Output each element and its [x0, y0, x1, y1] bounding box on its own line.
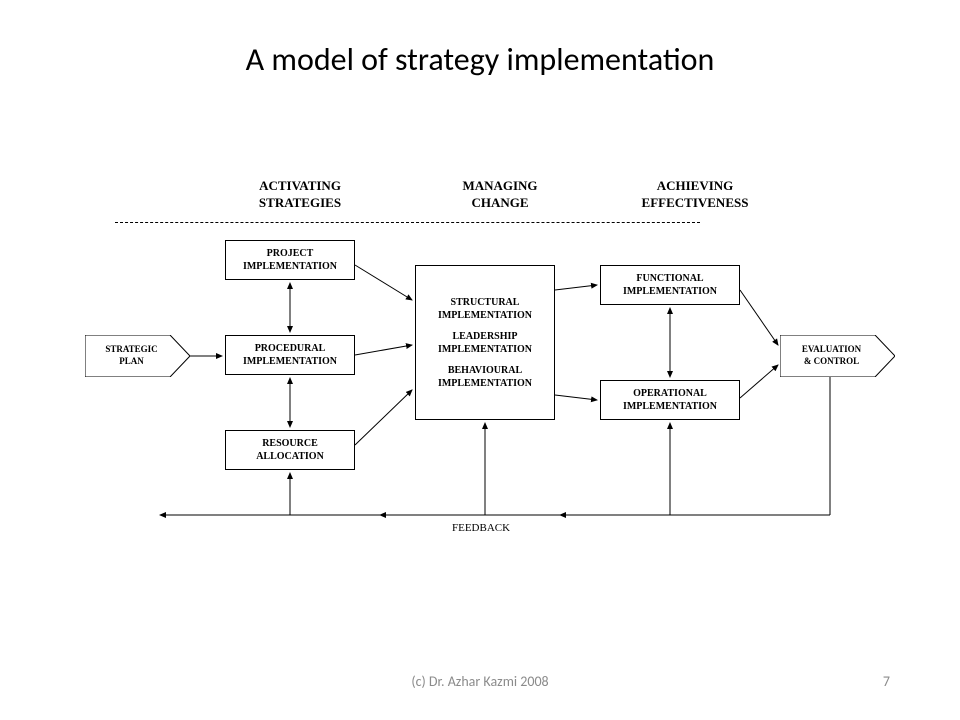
footer-copyright: (c) Dr. Azhar Kazmi 2008 [0, 673, 960, 690]
node-operational-implementation: OPERATIONALIMPLEMENTATION [600, 380, 740, 420]
page-number: 7 [883, 673, 890, 690]
node-leadership-implementation: LEADERSHIPIMPLEMENTATION [438, 330, 532, 356]
node-evaluation-control-label: EVALUATION& CONTROL [802, 344, 873, 367]
header-managing: MANAGINGCHANGE [440, 178, 560, 212]
dashed-divider [115, 222, 700, 223]
node-resource-allocation: RESOURCEALLOCATION [225, 430, 355, 470]
node-functional-implementation: FUNCTIONALIMPLEMENTATION [600, 265, 740, 305]
header-activating: ACTIVATINGSTRATEGIES [240, 178, 360, 212]
node-evaluation-control: EVALUATION& CONTROL [780, 335, 895, 377]
node-behavioural-implementation: BEHAVIOURALIMPLEMENTATION [438, 364, 532, 390]
node-strategic-plan: STRATEGICPLAN [85, 335, 190, 377]
node-strategic-plan-label: STRATEGICPLAN [105, 344, 169, 367]
feedback-label: FEEDBACK [452, 522, 510, 534]
page-title: A model of strategy implementation [0, 0, 960, 79]
node-procedural-implementation: PROCEDURALIMPLEMENTATION [225, 335, 355, 375]
node-structural-implementation: STRUCTURALIMPLEMENTATION [438, 296, 532, 322]
node-project-implementation: PROJECTIMPLEMENTATION [225, 240, 355, 280]
node-center-group: STRUCTURALIMPLEMENTATION LEADERSHIPIMPLE… [415, 265, 555, 420]
header-achieving: ACHIEVINGEFFECTIVENESS [625, 178, 765, 212]
diagram-canvas: ACTIVATINGSTRATEGIES MANAGINGCHANGE ACHI… [0, 160, 960, 580]
